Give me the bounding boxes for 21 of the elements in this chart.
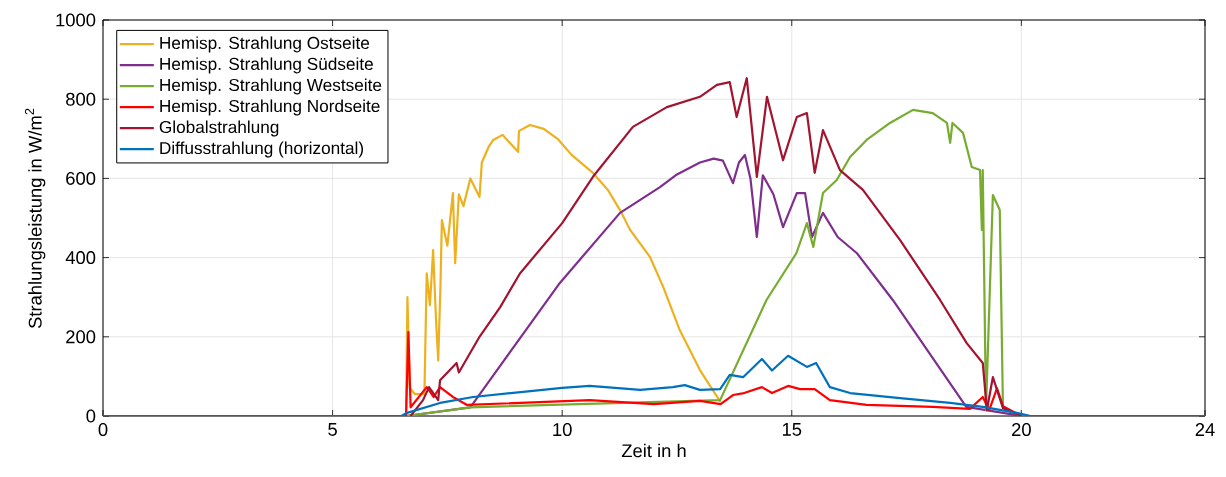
- y-tick-label: 600: [66, 171, 96, 185]
- x-tick-label: 5: [328, 423, 337, 436]
- y-tick-label: 0: [86, 409, 96, 423]
- legend-label: Hemisp. Strahlung Westseite: [160, 78, 382, 95]
- x-axis-title: Zeit in h: [621, 443, 686, 458]
- legend-label: Globalstrahlung: [159, 120, 279, 137]
- y-tick-label: 400: [65, 251, 96, 265]
- y-tick-label: 1000: [56, 13, 96, 27]
- y-axis-title: Strahlungsleistung in W/m$^{2}$: [24, 108, 46, 329]
- legend-label: Hemisp. Strahlung Südseite: [160, 57, 373, 74]
- y-tick-label: 800: [66, 92, 96, 106]
- x-tick-label: 24: [1195, 423, 1215, 436]
- x-tick-label: 20: [1012, 423, 1031, 437]
- x-tick-label: 15: [782, 423, 802, 436]
- x-tick-label: 0: [98, 423, 108, 437]
- legend-label: Hemisp. Strahlung Ostseite: [160, 36, 370, 53]
- y-tick-label: 200: [66, 330, 96, 344]
- x-tick-label: 10: [553, 423, 572, 437]
- legend-label: Hemisp. Strahlung Nordseite: [160, 99, 380, 116]
- legend-label: Diffusstrahlung (horizontal): [160, 141, 364, 158]
- line-series: [103, 354, 1206, 416]
